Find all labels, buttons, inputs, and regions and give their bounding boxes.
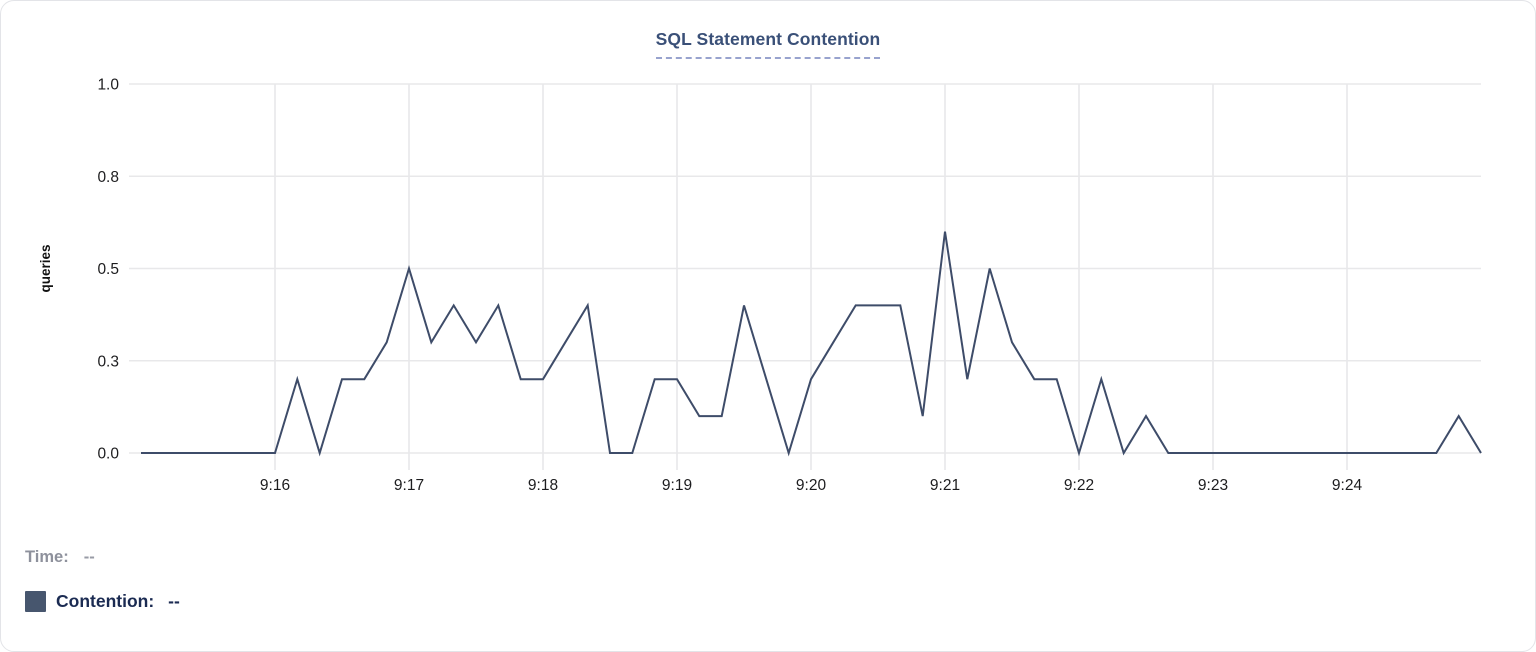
x-tick-label: 9:23	[1198, 477, 1228, 494]
chart-legend: Time: -- Contention: --	[25, 544, 180, 632]
legend-time-value: --	[83, 547, 95, 566]
chart-title[interactable]: SQL Statement Contention	[655, 29, 881, 59]
legend-contention-value: --	[168, 590, 180, 611]
y-tick-label: 0.5	[97, 261, 119, 278]
y-tick-label: 1.0	[97, 77, 119, 94]
x-tick-label: 9:19	[662, 477, 692, 494]
x-tick-label: 9:20	[796, 477, 827, 494]
x-tick-label: 9:18	[528, 477, 558, 494]
x-tick-label: 9:21	[930, 477, 960, 494]
x-tick-label: 9:22	[1064, 477, 1094, 494]
y-tick-label: 0.8	[97, 169, 119, 186]
y-axis-title: queries	[38, 244, 53, 292]
legend-contention-label: Contention:	[56, 590, 155, 611]
x-tick-label: 9:24	[1332, 477, 1363, 494]
legend-contention-row: Contention: --	[25, 588, 180, 614]
contention-chart[interactable]: 0.0 0.3 0.5 0.8 1.0 9:16 9:17 9:18 9:19 9:20 9:21 9…	[1, 1, 1536, 511]
contention-series-line	[141, 231, 1482, 457]
legend-time-label: Time:	[25, 547, 69, 566]
x-tick-label: 9:17	[394, 477, 424, 494]
legend-time-row: Time: --	[25, 544, 180, 570]
chart-header: SQL Statement Contention	[1, 29, 1535, 59]
y-tick-label: 0.3	[97, 353, 119, 370]
contention-series-swatch	[25, 590, 46, 612]
contention-chart-svg[interactable]: 0.0 0.3 0.5 0.8 1.0 9:16 9:17 9:18 9:19 9:20 9:21 9…	[1, 1, 1536, 511]
x-tick-label: 9:16	[260, 477, 290, 494]
y-tick-label: 0.0	[97, 446, 119, 463]
